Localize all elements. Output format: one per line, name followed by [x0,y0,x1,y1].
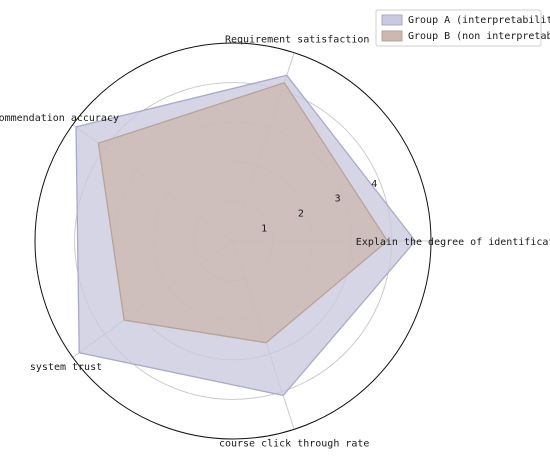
axis-label: Requirement satisfaction [225,35,370,46]
legend-label: Group A (interpretability) [408,15,550,26]
radial-tick-label: 1 [261,223,267,234]
radar-labels: 1 2 3 4 Explain the degree of identification… [0,35,550,450]
axis-label: recommendation accuracy [0,113,119,124]
axis-label: course click through rate [219,438,370,449]
axis-label: Explain the degree of identification [356,237,550,248]
legend: Group A (interpretability) Group B (non i… [375,9,550,47]
axis-label: system trust [30,362,102,373]
legend-box [375,9,542,47]
radial-tick-label: 3 [335,194,341,205]
radar-series [75,74,416,397]
legend-swatch [381,30,403,42]
legend-swatch [381,14,403,26]
outer-frame [34,42,432,440]
radial-tick-label: 4 [371,179,377,190]
legend-label: Group B (non interpretable) [408,31,550,42]
series-b-area [97,82,389,344]
radial-tick-label: 2 [298,209,304,220]
